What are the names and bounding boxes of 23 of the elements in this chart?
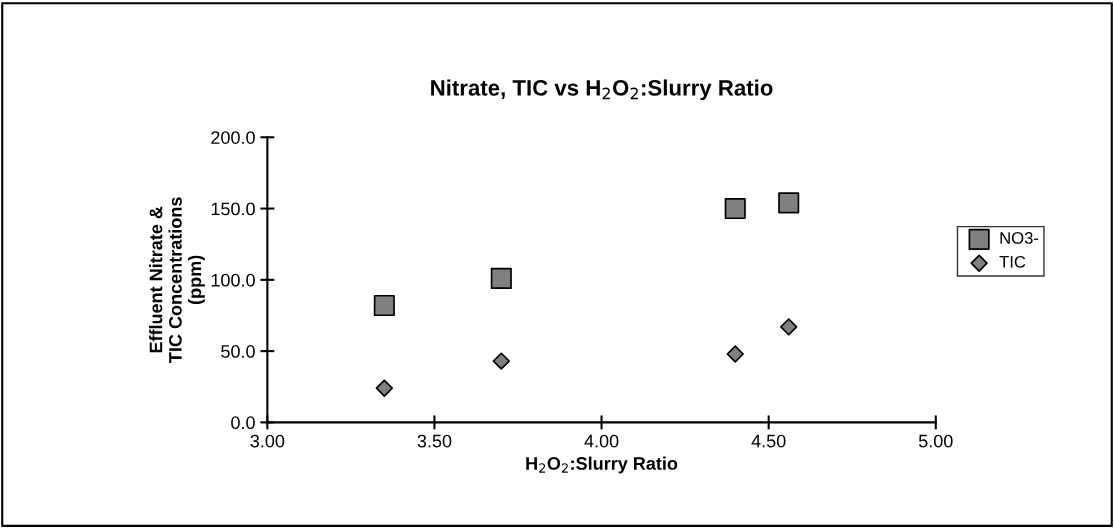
legend-label: NO3-	[1000, 232, 1039, 244]
x-tick-label: 4.50	[751, 434, 786, 448]
y-tick-label: 100.0	[211, 273, 255, 287]
y-tick-label: 50.0	[221, 345, 255, 358]
point	[780, 318, 798, 336]
point	[778, 192, 800, 214]
y-tick-label: 200.0	[211, 131, 255, 144]
point	[490, 267, 512, 289]
point	[724, 198, 746, 220]
point	[373, 294, 395, 317]
point	[726, 345, 744, 363]
x-tick-label: 4.00	[584, 434, 619, 448]
y-axis-title: Effluent Nitrate & TIC Concentrations (ppm)	[149, 197, 205, 363]
legend-label: TIC	[999, 255, 1026, 268]
x-tick-label: 3.00	[250, 434, 285, 448]
x-tick-label: 3.50	[417, 434, 452, 448]
y-tick-label: 150.0	[211, 202, 255, 216]
x-axis-title: H$_{2}$O$_{2}$:Slurry Ratio	[526, 456, 678, 474]
point	[375, 379, 394, 397]
y-tick-label: 0.0	[231, 416, 255, 430]
x-tick-label: 5.00	[918, 434, 953, 448]
point	[492, 352, 510, 370]
chart-title: Nitrate, TIC vs H$_{2}$O$_{2}$:Slurry Ratio	[431, 79, 773, 101]
